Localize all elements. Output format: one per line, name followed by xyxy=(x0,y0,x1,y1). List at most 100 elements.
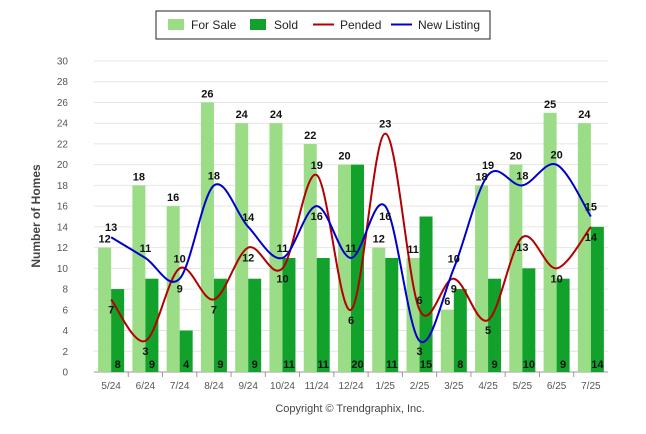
x-tick-label: 5/25 xyxy=(513,381,533,392)
data-label-for-sale: 16 xyxy=(167,192,179,204)
legend: For Sale Sold Pended New Listing xyxy=(155,10,491,40)
y-tick-label: 28 xyxy=(57,77,69,88)
bar-for-sale xyxy=(200,102,214,372)
bar-for-sale xyxy=(166,206,180,372)
bar-for-sale xyxy=(475,185,489,372)
data-label-sold: 15 xyxy=(420,359,432,371)
copyright-credit: Copyright © Trendgraphix, Inc. xyxy=(275,403,424,415)
legend-swatch-sold xyxy=(250,19,266,30)
bar-sold xyxy=(282,257,296,372)
y-tick-label: 26 xyxy=(57,98,69,109)
y-tick-label: 16 xyxy=(57,202,69,213)
data-label-sold: 9 xyxy=(149,359,155,371)
x-tick-label: 4/25 xyxy=(478,381,498,392)
data-label-pended: 10 xyxy=(550,273,562,285)
data-label-for-sale: 11 xyxy=(407,244,419,256)
x-tick-label: 9/24 xyxy=(238,381,258,392)
legend-label-sold: Sold xyxy=(274,18,298,32)
bar-sold xyxy=(145,278,159,372)
x-tick-label: 7/25 xyxy=(581,381,601,392)
data-label-new-listing: 3 xyxy=(416,346,422,358)
data-label-sold: 4 xyxy=(183,359,190,371)
y-tick-label: 8 xyxy=(62,285,68,296)
data-label-sold: 9 xyxy=(252,359,258,371)
data-label-pended: 14 xyxy=(585,232,598,244)
bar-sold xyxy=(522,268,536,372)
legend-label-pended: Pended xyxy=(340,18,381,32)
bar-sold xyxy=(179,330,193,372)
y-tick-label: 6 xyxy=(62,305,68,316)
data-label-new-listing: 11 xyxy=(140,243,152,255)
data-label-pended: 12 xyxy=(242,253,254,265)
data-label-sold: 20 xyxy=(351,359,363,371)
bar-for-sale xyxy=(235,123,249,372)
x-tick-label: 2/25 xyxy=(410,381,430,392)
bar-for-sale xyxy=(440,309,454,372)
data-label-new-listing: 15 xyxy=(585,202,597,214)
x-tick-label: 11/24 xyxy=(305,381,330,392)
data-label-for-sale: 20 xyxy=(510,151,522,163)
y-tick-label: 10 xyxy=(57,264,69,275)
bar-sold xyxy=(248,278,262,372)
bar-sold xyxy=(316,257,330,372)
data-label-sold: 8 xyxy=(457,359,463,371)
data-label-for-sale: 18 xyxy=(133,171,145,183)
x-tick-label: 7/24 xyxy=(170,381,190,392)
bar-sold xyxy=(351,164,364,372)
x-tick-label: 10/24 xyxy=(270,381,295,392)
legend-label-for-sale: For Sale xyxy=(191,18,237,32)
bar-for-sale xyxy=(577,123,591,372)
data-label-for-sale: 26 xyxy=(201,88,213,100)
data-label-pended: 5 xyxy=(485,325,491,337)
data-label-new-listing: 18 xyxy=(208,170,220,182)
data-label-new-listing: 19 xyxy=(482,160,494,172)
bar-for-sale xyxy=(303,143,317,372)
data-label-sold: 11 xyxy=(317,359,329,371)
data-label-for-sale: 20 xyxy=(338,151,350,163)
bar-sold xyxy=(213,278,227,372)
data-label-sold: 11 xyxy=(283,359,295,371)
x-tick-label: 3/25 xyxy=(444,381,464,392)
bar-sold xyxy=(385,257,399,372)
data-label-pended: 6 xyxy=(416,295,422,307)
bar-for-sale xyxy=(406,257,420,372)
y-tick-label: 12 xyxy=(57,243,69,254)
x-tick-label: 8/24 xyxy=(204,381,224,392)
data-label-new-listing: 13 xyxy=(105,222,117,234)
data-label-new-listing: 9 xyxy=(177,284,183,296)
bar-sold xyxy=(590,226,604,372)
bar-sold xyxy=(453,289,467,372)
bar-for-sale xyxy=(509,164,523,372)
data-label-for-sale: 25 xyxy=(544,99,556,111)
legend-swatch-for-sale xyxy=(168,19,184,30)
data-label-new-listing: 10 xyxy=(448,253,460,265)
data-label-new-listing: 20 xyxy=(550,150,562,162)
bar-for-sale xyxy=(372,247,386,372)
data-label-for-sale: 24 xyxy=(236,109,249,121)
x-tick-label: 5/24 xyxy=(101,381,121,392)
data-label-sold: 9 xyxy=(217,359,223,371)
y-tick-label: 22 xyxy=(57,139,69,150)
y-tick-label: 24 xyxy=(57,119,69,130)
data-label-pended: 9 xyxy=(451,284,457,296)
bar-for-sale xyxy=(338,164,351,372)
y-tick-label: 14 xyxy=(57,222,69,233)
y-axis-title: Number of Homes xyxy=(29,164,43,268)
data-label-for-sale: 18 xyxy=(475,171,487,183)
x-tick-label: 6/24 xyxy=(136,381,156,392)
data-label-new-listing: 18 xyxy=(516,170,528,182)
data-label-sold: 14 xyxy=(591,359,604,371)
data-label-for-sale: 24 xyxy=(270,109,283,121)
x-tick-label: 12/24 xyxy=(338,381,363,392)
data-label-pended: 7 xyxy=(211,304,217,316)
y-tick-label: 4 xyxy=(62,326,68,337)
line-pended xyxy=(110,132,592,343)
bar-sold xyxy=(556,278,570,372)
legend-label-new-listing: New Listing xyxy=(418,18,480,32)
data-label-sold: 10 xyxy=(523,359,535,371)
data-label-pended: 3 xyxy=(142,346,148,358)
data-label-pended: 10 xyxy=(276,273,288,285)
data-label-new-listing: 16 xyxy=(311,211,323,223)
